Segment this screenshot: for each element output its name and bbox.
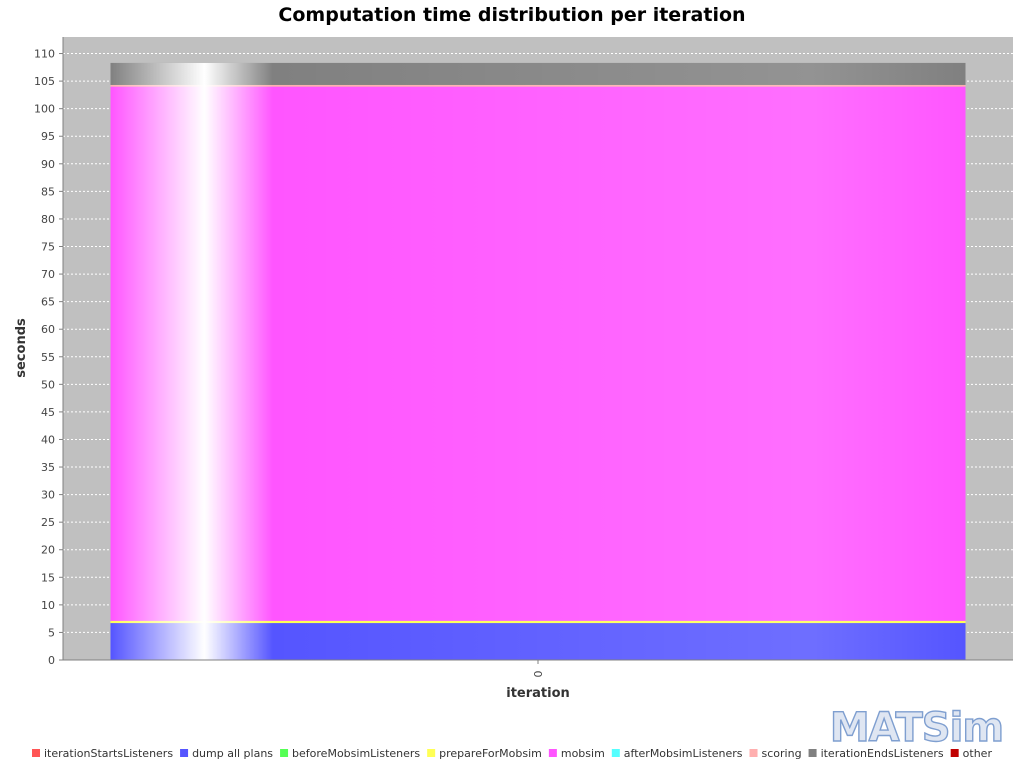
legend-label: scoring [762,747,802,760]
y-tick-label: 90 [41,158,55,171]
chart-title: Computation time distribution per iterat… [278,4,745,26]
y-tick-label: 35 [41,461,55,474]
y-tick-label: 110 [34,48,55,61]
legend-label: prepareForMobsim [439,747,542,760]
y-axis-ticks: 0 5 10 15 20 25 30 35 40 45 50 55 60 65 70 75 80 85 90 95 10… [34,48,63,667]
y-tick-label: 55 [41,351,55,364]
legend-item: mobsim [548,747,605,760]
y-tick-label: 10 [41,599,55,612]
legend-label: afterMobsimListeners [624,747,743,760]
legend-label: beforeMobsimListeners [292,747,420,760]
legend-label: iterationStartsListeners [44,747,173,760]
y-tick-label: 25 [41,516,55,529]
legend-item: scoring [749,747,802,760]
y-axis-label: seconds [14,318,29,378]
legend-swatch [611,749,620,757]
legend-item: other [950,747,993,760]
legend-item: iterationEndsListeners [808,747,944,760]
y-tick-label: 105 [34,75,55,88]
y-tick-label: 60 [41,323,55,336]
legend-label: iterationEndsListeners [821,747,944,760]
y-tick-label: 30 [41,489,55,502]
y-tick-label: 40 [41,433,55,446]
legend-swatch [32,749,41,757]
y-tick-label: 95 [41,130,55,143]
y-tick-label: 5 [48,626,55,639]
legend-label: dump all plans [192,747,273,760]
bar-highlight [110,62,966,660]
legend-item: afterMobsimListeners [611,747,743,760]
legend-swatch [180,749,189,757]
legend-item: beforeMobsimListeners [280,747,420,760]
legend-swatch [280,749,289,757]
x-axis-label: iteration [506,686,570,701]
legend-swatch [749,749,758,757]
y-tick-label: 80 [41,213,55,226]
y-tick-label: 100 [34,103,55,116]
legend-item: prepareForMobsim [427,747,542,760]
y-tick-label: 50 [41,378,55,391]
bar-stack [110,62,966,660]
matsim-logo: MATSim [829,704,1005,751]
y-tick-label: 15 [41,571,55,584]
legend-label: mobsim [561,747,605,760]
legend-label: other [963,747,993,760]
legend-item: iterationStartsListeners [32,747,173,760]
legend-swatch [808,749,817,757]
legend-swatch [427,749,436,757]
legend-swatch [950,749,959,757]
y-tick-label: 65 [41,296,55,309]
x-tick-label: 0 [532,671,545,678]
y-tick-label: 70 [41,268,55,281]
logo-text: MATSim [830,705,1003,751]
x-axis-ticks: 0 [532,660,545,678]
y-tick-label: 45 [41,406,55,419]
legend-swatch [548,749,557,757]
y-tick-label: 0 [48,654,55,667]
legend: iterationStartsListeners dump all plans be… [32,747,992,760]
y-tick-label: 85 [41,185,55,198]
legend-item: dump all plans [180,747,273,760]
y-tick-label: 20 [41,544,55,557]
y-tick-label: 75 [41,241,55,254]
